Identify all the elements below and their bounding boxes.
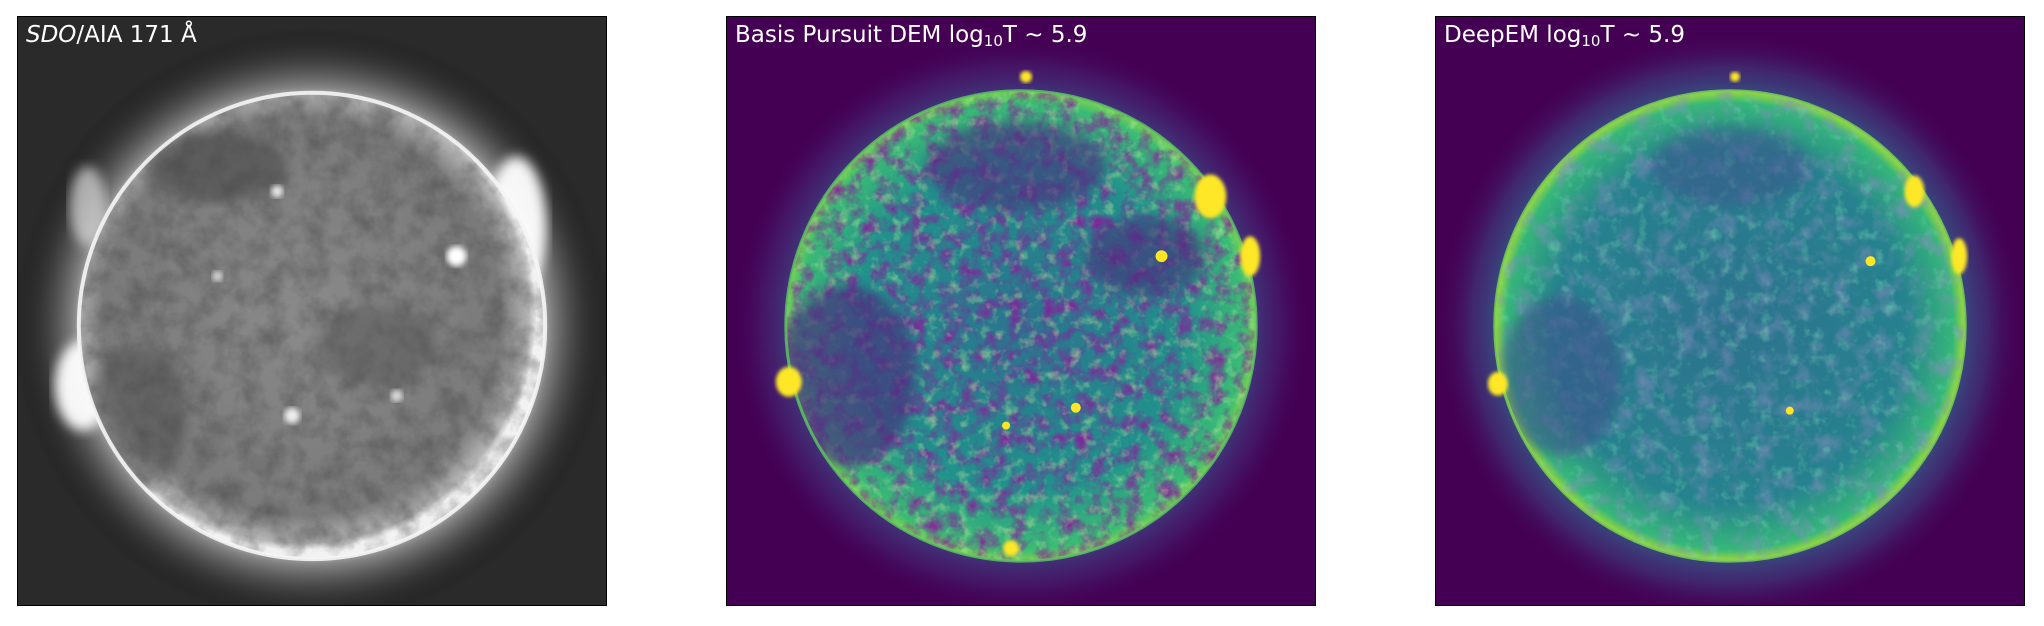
aia-title-italic: SDO	[26, 22, 77, 48]
deepem-panel: DeepEM log10T ~ 5.9	[1435, 16, 2025, 606]
deepem-title-post: T ~ 5.9	[1600, 22, 1685, 48]
bp-title-pre: Basis Pursuit DEM log	[735, 22, 984, 48]
basis-pursuit-dem-panel: Basis Pursuit DEM log10T ~ 5.9	[726, 16, 1316, 606]
deepem-title-sub: 10	[1581, 32, 1601, 50]
bp-title-post: T ~ 5.9	[1002, 22, 1088, 48]
aia-171-image-panel: SDO/AIA 171 Å	[17, 16, 607, 606]
deepem-title-pre: DeepEM log	[1444, 22, 1582, 48]
basis-pursuit-panel-title: Basis Pursuit DEM log10T ~ 5.9	[735, 21, 1087, 51]
deepem-panel-title: DeepEM log10T ~ 5.9	[1444, 21, 1685, 51]
deepem-sun-image	[1436, 17, 2024, 605]
basis-pursuit-sun-image	[727, 17, 1315, 605]
bp-title-sub: 10	[983, 32, 1003, 50]
aia-title-rest: /AIA 171 Å	[76, 22, 197, 48]
aia-panel-title: SDO/AIA 171 Å	[26, 21, 197, 51]
aia-sun-image	[18, 17, 606, 605]
